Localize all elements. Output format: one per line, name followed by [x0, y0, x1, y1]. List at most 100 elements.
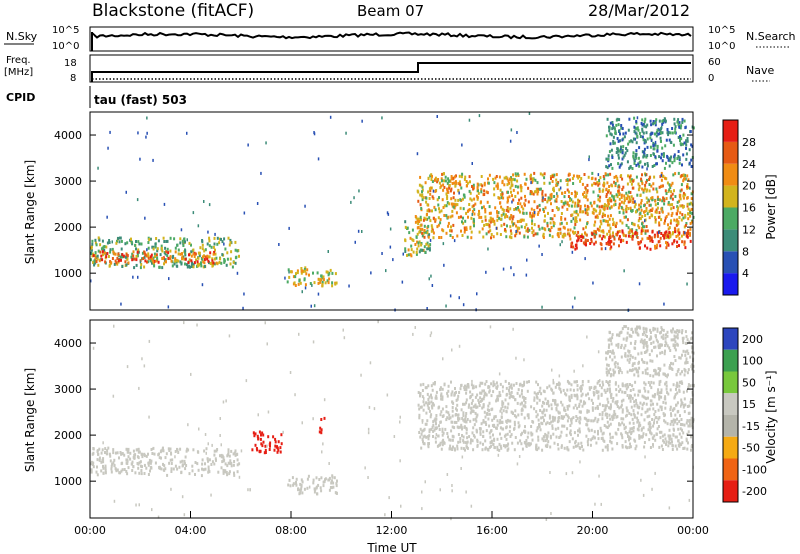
- data-cell: [606, 166, 609, 170]
- data-cell: [592, 419, 595, 423]
- data-cell: [533, 391, 536, 395]
- data-cell: [612, 223, 615, 226]
- data-cell: [510, 232, 513, 236]
- data-cell: [591, 176, 594, 180]
- data-cell: [544, 214, 546, 218]
- colorbar-tick-label: -15: [742, 420, 760, 433]
- data-cell: [474, 395, 477, 399]
- data-cell: [579, 204, 582, 208]
- data-cell: [649, 383, 652, 387]
- data-cell: [247, 143, 249, 147]
- data-cell: [620, 126, 623, 130]
- data-cell: [475, 385, 478, 389]
- data-cell: [605, 380, 608, 383]
- data-cell: [92, 451, 95, 455]
- data-cell: [599, 219, 602, 223]
- data-cell: [650, 184, 653, 188]
- data-cell: [539, 172, 542, 176]
- data-cell: [495, 426, 497, 430]
- data-cell: [691, 350, 694, 354]
- data-cell: [170, 467, 173, 471]
- data-cell: [300, 487, 303, 491]
- data-cell: [483, 410, 486, 414]
- data-cell: [293, 281, 296, 285]
- data-cell: [639, 205, 642, 209]
- data-cell: [624, 445, 627, 449]
- data-cell: [686, 202, 689, 206]
- data-cell: [219, 257, 222, 261]
- data-cell: [164, 456, 167, 460]
- data-cell: [166, 473, 169, 477]
- data-cell: [668, 346, 671, 350]
- data-cell: [683, 242, 686, 246]
- data-cell: [109, 454, 112, 458]
- data-cell: [499, 444, 502, 448]
- data-cell: [479, 381, 482, 385]
- data-cell: [598, 189, 601, 193]
- data-cell: [513, 423, 516, 427]
- data-cell: [430, 173, 433, 177]
- data-cell: [279, 446, 282, 450]
- data-cell: [449, 229, 451, 233]
- data-cell: [509, 419, 512, 423]
- data-cell: [114, 252, 117, 256]
- data-cell: [295, 272, 297, 276]
- data-cell: [678, 389, 681, 393]
- data-cell: [524, 425, 526, 429]
- data-cell: [626, 197, 628, 201]
- data-cell: [609, 350, 612, 353]
- data-cell: [676, 343, 679, 347]
- data-cell: [534, 190, 536, 194]
- data-cell: [604, 213, 606, 217]
- data-cell: [653, 235, 656, 239]
- data-cell: [489, 220, 492, 224]
- data-cell: [608, 371, 610, 375]
- data-cell: [653, 233, 656, 237]
- data-cell: [612, 141, 615, 145]
- data-cell: [658, 155, 661, 159]
- data-cell: [633, 116, 636, 120]
- data-cell: [457, 433, 460, 436]
- data-cell: [630, 432, 633, 436]
- data-cell: [527, 416, 530, 420]
- data-cell: [679, 423, 682, 426]
- data-cell: [533, 396, 536, 400]
- data-cell: [681, 441, 684, 445]
- data-cell: [421, 395, 424, 399]
- data-cell: [561, 191, 564, 195]
- data-cell: [624, 344, 627, 348]
- data-cell: [126, 472, 129, 476]
- data-cell: [418, 250, 421, 254]
- data-cell: [614, 412, 617, 416]
- data-cell: [625, 207, 627, 211]
- data-cell: [421, 234, 424, 238]
- data-cell: [557, 181, 560, 185]
- data-cell: [634, 342, 637, 346]
- data-cell: [431, 284, 434, 287]
- data-cell: [599, 242, 602, 246]
- data-cell: [636, 404, 639, 408]
- data-cell: [524, 400, 527, 404]
- data-cell: [583, 416, 586, 420]
- data-cell: [646, 229, 649, 233]
- data-cell: [673, 122, 676, 126]
- data-cell: [196, 264, 198, 268]
- data-cell: [536, 192, 539, 196]
- data-cell: [449, 215, 452, 219]
- data-cell: [102, 464, 104, 468]
- data-cell: [660, 131, 663, 135]
- data-cell: [143, 452, 146, 456]
- data-cell: [627, 226, 630, 230]
- data-cell: [661, 146, 664, 150]
- data-cell: [637, 224, 640, 228]
- data-cell: [622, 211, 625, 215]
- data-cell: [615, 432, 618, 436]
- data-cell: [234, 449, 237, 453]
- data-cell: [640, 229, 643, 233]
- data-cell: [542, 236, 545, 239]
- data-cell: [661, 131, 664, 135]
- data-cell: [430, 178, 433, 181]
- data-cell: [489, 216, 492, 220]
- data-cell: [492, 390, 495, 394]
- data-cell: [488, 424, 491, 428]
